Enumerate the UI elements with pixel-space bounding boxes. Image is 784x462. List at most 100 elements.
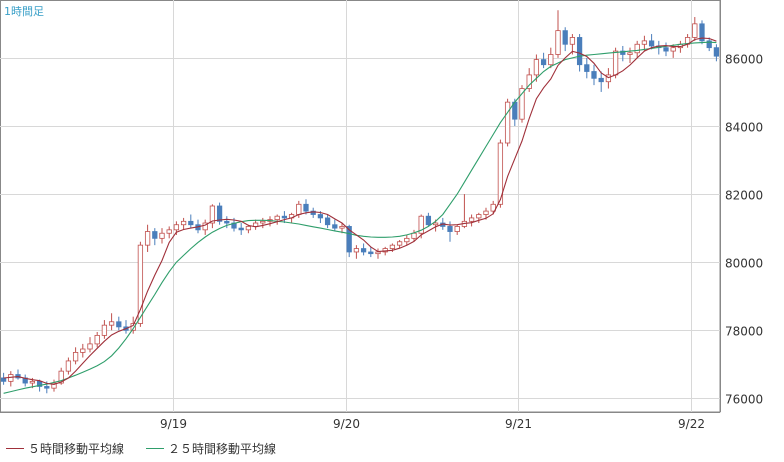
candle-down xyxy=(591,71,597,79)
candle-up xyxy=(65,360,72,372)
candle-up xyxy=(454,226,460,232)
candle-up xyxy=(483,210,489,215)
candle-up xyxy=(101,324,108,336)
candle-down xyxy=(346,226,352,253)
candle-down xyxy=(562,30,568,45)
ma5-line xyxy=(3,37,717,385)
legend-label-ma25: ２５時間移動平均線 xyxy=(168,442,277,456)
candle-up xyxy=(144,231,151,246)
candle-up xyxy=(519,88,525,120)
candle-up xyxy=(58,370,64,384)
x-tick-label: 9/22 xyxy=(678,417,705,431)
candle-down xyxy=(310,210,316,215)
candle-up xyxy=(209,205,216,224)
candle-down xyxy=(116,321,122,328)
candle-up xyxy=(173,224,180,231)
candle-up xyxy=(533,59,540,76)
candle-up xyxy=(634,43,640,54)
y-tick-label: 76000 xyxy=(725,393,763,407)
candle-up xyxy=(72,352,79,362)
candle-up xyxy=(468,217,475,222)
timeframe-label[interactable]: 1時間足 xyxy=(4,5,44,18)
candle-up xyxy=(504,101,511,144)
candle-up xyxy=(180,220,187,226)
candle-up xyxy=(29,380,36,384)
candle-down xyxy=(706,40,712,49)
candle-down xyxy=(368,251,374,255)
candle-up xyxy=(389,244,396,249)
candle-up xyxy=(548,54,554,66)
candle-up xyxy=(137,244,144,324)
candle-up xyxy=(353,248,360,253)
legend-item-ma5: ５時間移動平均線 xyxy=(6,440,124,457)
candle-down xyxy=(238,227,244,231)
candle-down xyxy=(576,37,583,66)
legend-item-ma25: ２５時間移動平均線 xyxy=(146,440,276,457)
candle-up xyxy=(627,52,633,55)
candle-up xyxy=(418,215,424,234)
candle-down xyxy=(425,215,432,226)
y-tick-label: 78000 xyxy=(725,325,763,339)
candle-up xyxy=(202,222,208,231)
candle-up xyxy=(339,226,345,229)
candle-down xyxy=(540,59,547,66)
candle-up xyxy=(476,214,482,219)
candle-down xyxy=(332,224,338,229)
y-tick-label: 84000 xyxy=(725,121,763,135)
candle-up xyxy=(80,348,86,353)
candle-up xyxy=(87,343,93,350)
candle-up xyxy=(252,222,259,227)
candle-up xyxy=(396,241,403,246)
legend-swatch-ma25 xyxy=(146,448,165,449)
candle-up xyxy=(296,203,302,215)
candle-down xyxy=(216,205,223,222)
candle-up xyxy=(490,203,496,212)
candle-down xyxy=(648,40,655,47)
legend-swatch-ma5 xyxy=(6,448,24,449)
plot-frame xyxy=(0,0,721,413)
candle-up xyxy=(274,215,280,221)
candle-up xyxy=(432,222,439,226)
x-tick-label: 9/21 xyxy=(505,417,532,431)
candle-down xyxy=(324,217,331,226)
candle-up xyxy=(166,229,172,234)
candle-up xyxy=(605,74,612,83)
candle-down xyxy=(447,226,453,232)
legend-label-ma5: ５時間移動平均線 xyxy=(28,442,125,456)
legend: ５時間移動平均線 ２５時間移動平均線 xyxy=(6,440,298,457)
candle-up xyxy=(612,50,619,76)
candle-down xyxy=(699,23,705,42)
candle-down xyxy=(598,77,604,83)
candle-up xyxy=(159,232,165,239)
y-tick-label: 80000 xyxy=(725,257,763,271)
candle-down xyxy=(584,64,590,72)
candle-down xyxy=(188,220,194,226)
candle-down xyxy=(303,203,309,212)
candle-up xyxy=(497,142,504,205)
y-tick-label: 86000 xyxy=(725,53,763,67)
candle-up xyxy=(692,23,698,38)
candle-up xyxy=(108,321,115,326)
candle-up xyxy=(51,382,57,389)
candle-down xyxy=(281,215,288,219)
candle-down xyxy=(152,231,158,239)
candle-down xyxy=(36,380,43,387)
candle-down xyxy=(713,47,720,57)
ma25-line xyxy=(3,41,717,394)
candle-up xyxy=(245,226,252,231)
x-tick-label: 9/20 xyxy=(333,417,360,431)
candle-up xyxy=(404,237,410,243)
candle-up xyxy=(375,251,381,255)
candle-down xyxy=(317,214,324,219)
y-tick-label: 82000 xyxy=(725,189,763,203)
candle-down xyxy=(44,386,50,389)
candle-up xyxy=(411,232,417,239)
candle-up xyxy=(641,40,648,45)
candle-up xyxy=(94,334,100,345)
candle-up xyxy=(526,74,532,89)
candle-up xyxy=(670,47,676,52)
candle-up xyxy=(555,30,561,55)
candle-down xyxy=(663,47,669,52)
